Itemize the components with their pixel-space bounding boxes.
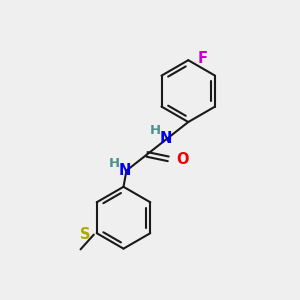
Text: S: S bbox=[80, 227, 90, 242]
Text: F: F bbox=[198, 51, 208, 66]
Text: O: O bbox=[176, 152, 189, 167]
Text: H: H bbox=[150, 124, 161, 137]
Text: N: N bbox=[119, 163, 131, 178]
Text: N: N bbox=[160, 131, 172, 146]
Text: H: H bbox=[109, 157, 120, 170]
